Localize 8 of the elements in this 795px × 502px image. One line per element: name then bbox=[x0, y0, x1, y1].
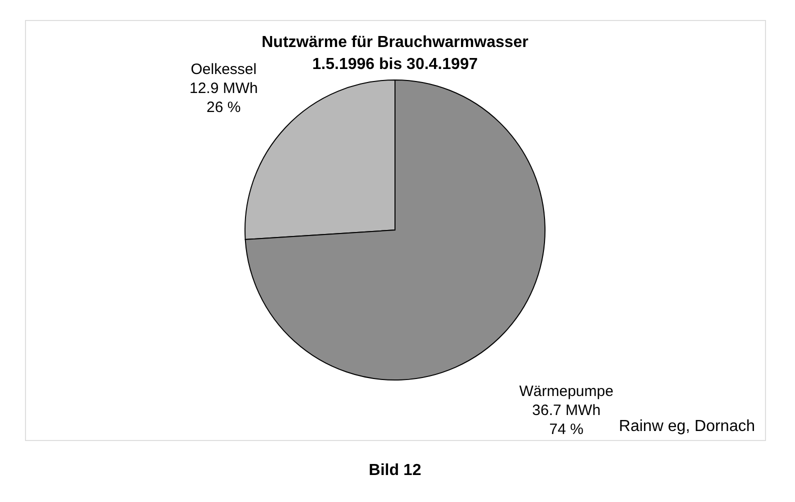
data-label: 12.9 MWh 26 % bbox=[189, 80, 258, 116]
text: Bild 12 bbox=[368, 462, 422, 479]
chart-subtitle: 1.5.1996 bis 30.4.1997 bbox=[312, 56, 478, 73]
slice-label: Wärmepumpe bbox=[519, 382, 614, 400]
text: Rainw eg, Dornach bbox=[618, 418, 755, 435]
slice-label: Oelkessel bbox=[190, 61, 257, 78]
data-label: 36.7 MWh 74 % bbox=[532, 402, 601, 438]
chart-title: Nutzwärme für Brauchwarmwasser bbox=[262, 34, 528, 51]
